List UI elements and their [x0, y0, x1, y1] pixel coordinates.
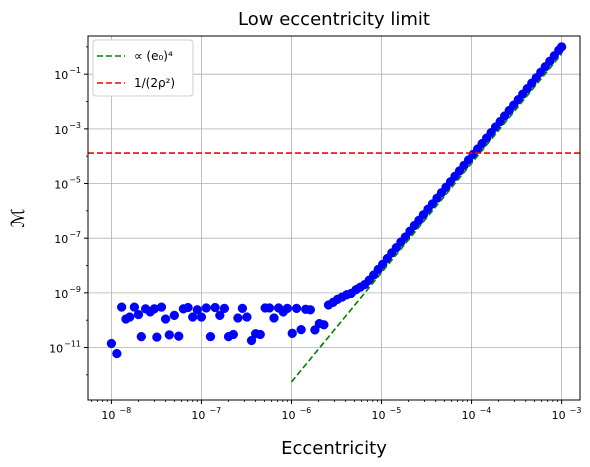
chart-title: Low eccentricity limit [238, 9, 430, 30]
legend-label-power-law: ∝ (e₀)⁴ [134, 49, 173, 63]
x-axis-label: Eccentricity [281, 438, 387, 459]
plot-frame [87, 35, 581, 401]
axis-ticks: 10 −8 10 −7 10 −6 10 −5 10 −4 10 −3−1110−910−710−51… [49, 46, 582, 422]
y-tick-exponent: −11 [64, 340, 81, 349]
data-point [269, 313, 279, 323]
y-tick-label: 10 [54, 233, 68, 246]
data-point [201, 303, 211, 313]
x-tick-exponent: −5 [390, 406, 402, 415]
grid-lines [88, 36, 580, 400]
x-tick-exponent: −7 [209, 406, 221, 415]
data-point [192, 305, 202, 315]
data-point [174, 331, 184, 341]
data-point [196, 312, 207, 322]
data-point [310, 325, 320, 335]
data-point [242, 312, 252, 322]
x-tick-label: 10 [101, 409, 115, 422]
data-point [556, 42, 567, 52]
legend: ∝ (e₀)⁴ 1/(2ρ²) [92, 39, 194, 97]
power-law-line [290, 53, 563, 383]
data-point [164, 330, 174, 340]
data-point [228, 329, 238, 340]
data-point [169, 310, 179, 321]
data-point [116, 302, 127, 312]
data-point [136, 331, 146, 342]
data-point [133, 309, 144, 320]
x-tick-exponent: −4 [480, 406, 492, 415]
data-point [125, 312, 135, 322]
y-tick-label: 10 [54, 288, 68, 301]
data-point [319, 320, 329, 330]
data-point [291, 303, 302, 314]
data-point [219, 303, 230, 314]
y-tick-exponent: −5 [69, 176, 81, 185]
y-axis-label: ℳ [8, 208, 29, 227]
data-point [264, 303, 275, 313]
data-point [106, 338, 117, 349]
data-point [237, 303, 248, 314]
data-point [305, 305, 315, 315]
y-tick-label: 10 [54, 124, 68, 137]
data-point [152, 332, 162, 342]
legend-label-threshold: 1/(2ρ²) [134, 76, 175, 90]
x-tick-label: 10 [552, 409, 566, 422]
data-point [160, 314, 171, 324]
data-point [156, 302, 167, 312]
data-point [233, 313, 243, 323]
data-point [246, 335, 257, 346]
data-point [183, 302, 193, 313]
y-tick-label: 10 [54, 69, 68, 82]
y-tick-label: 10 [54, 179, 68, 192]
y-tick-exponent: −1 [69, 66, 81, 75]
data-point [287, 328, 297, 338]
x-tick-label: 10 [372, 409, 386, 422]
x-tick-label: 10 [191, 409, 205, 422]
data-point [296, 325, 306, 335]
data-series [88, 42, 580, 383]
x-tick-label: 10 [462, 409, 476, 422]
y-tick-label: 10 [49, 343, 63, 356]
y-tick-exponent: −3 [69, 121, 81, 130]
y-tick-exponent: −9 [69, 285, 81, 294]
x-tick-exponent: −6 [299, 406, 311, 415]
y-tick-exponent: −7 [69, 230, 81, 239]
x-tick-label: 10 [281, 409, 295, 422]
data-point [210, 302, 220, 313]
legend-box [92, 39, 194, 97]
x-tick-exponent: −3 [570, 406, 582, 415]
data-point [282, 303, 293, 314]
data-point [112, 348, 122, 359]
data-point [129, 302, 140, 312]
x-tick-exponent: −8 [119, 406, 131, 415]
data-point [205, 331, 216, 342]
data-point [255, 329, 265, 340]
data-point [215, 310, 225, 321]
